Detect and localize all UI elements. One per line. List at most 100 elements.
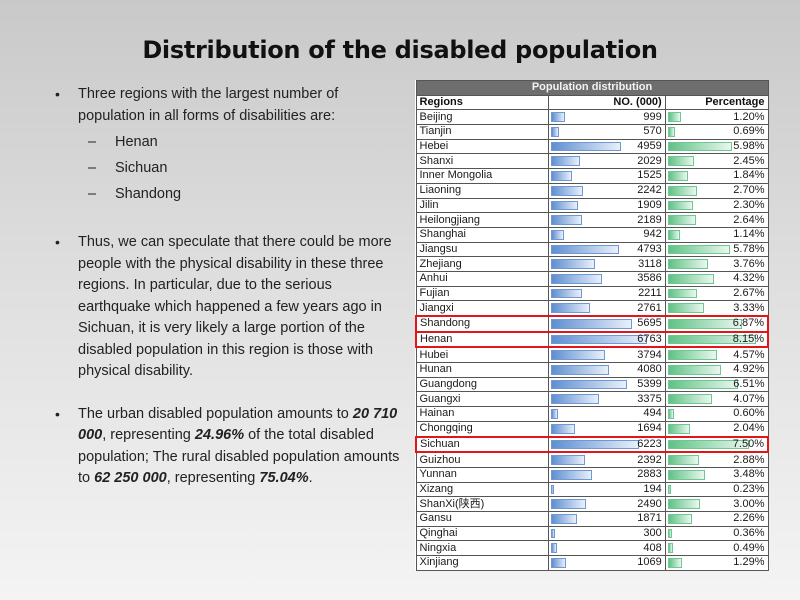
text-run: of the total disabled population; The ru…: [78, 427, 400, 486]
sub-item-label: Shandong: [115, 186, 182, 202]
table-row: Hebei 4959 5.98%: [415, 138, 769, 155]
percentage-data-bar: [667, 558, 682, 568]
region-cell: Xinjiang: [415, 555, 549, 571]
table-row: ShanXi(陕西) 2490 3.00%: [415, 496, 769, 512]
table-row: Ningxia 408 0.49%: [415, 540, 769, 556]
number-cell: 942: [547, 226, 666, 243]
region-cell: Fujian: [415, 285, 549, 302]
table-row: Guangxi 3375 4.07%: [415, 391, 769, 408]
percentage-cell: 1.84%: [664, 168, 769, 184]
percentage-value: 4.07%: [733, 392, 765, 405]
number-cell: 494: [547, 406, 666, 422]
number-data-bar: [550, 229, 565, 240]
number-cell: 3118: [547, 256, 666, 272]
percentage-cell: 6.51%: [664, 376, 769, 393]
table-row: Qinghai 300 0.36%: [415, 525, 769, 542]
percentage-cell: 1.14%: [664, 226, 769, 243]
percentage-cell: 4.92%: [664, 362, 769, 378]
urban-percentage-value: 24.96%: [194, 427, 245, 443]
percentage-cell: 5.78%: [664, 241, 769, 258]
region-cell: Hubei: [415, 346, 549, 364]
number-value: 6223: [637, 437, 662, 450]
percentage-value: 1.84%: [733, 169, 765, 182]
table-row: Liaoning 2242 2.70%: [415, 182, 769, 199]
percentage-data-bar: [667, 394, 712, 405]
percentage-cell: 0.23%: [664, 481, 769, 498]
percentage-data-bar: [667, 499, 701, 509]
percentage-value: 4.32%: [733, 272, 765, 285]
number-cell: 2242: [547, 182, 666, 199]
number-data-bar: [550, 365, 609, 375]
table-body: Beijing 999 1.20% Tianjin 570 0.69% Hebei 4959 5…: [414, 109, 769, 571]
number-data-bar: [550, 112, 565, 123]
percentage-value: 4.92%: [733, 363, 765, 376]
table-row: Inner Mongolia 1525 1.84%: [415, 168, 769, 184]
number-data-bar: [550, 499, 587, 509]
region-cell: Shanghai: [415, 226, 549, 243]
number-cell: 1871: [547, 510, 666, 527]
number-cell: 194: [547, 481, 666, 498]
region-cell: Guangxi: [415, 391, 549, 408]
number-cell: 1909: [547, 197, 666, 214]
bullet-text: Three regions with the largest number of…: [78, 86, 339, 124]
table-row: Beijing 999 1.20%: [415, 109, 769, 126]
table-title: Population distribution: [415, 80, 769, 96]
percentage-data-bar: [667, 484, 671, 495]
percentage-data-bar: [667, 185, 697, 196]
region-cell: Hainan: [415, 406, 549, 422]
number-data-bar: [550, 484, 554, 495]
percentage-data-bar: [667, 156, 695, 167]
percentage-value: 3.48%: [733, 468, 765, 481]
percentage-value: 7.50%: [732, 437, 764, 450]
percentage-data-bar: [667, 365, 721, 375]
number-data-bar: [550, 127, 559, 137]
number-data-bar: [550, 394, 599, 405]
percentage-data-bar: [667, 244, 731, 255]
number-value: 5399: [637, 378, 662, 391]
rural-percentage-value: 75.04%: [259, 470, 309, 486]
number-cell: 4080: [547, 362, 666, 378]
region-cell: Tianjin: [415, 124, 549, 140]
percentage-value: 6.87%: [732, 317, 764, 330]
table-row: Gansu 1871 2.26%: [415, 510, 769, 527]
region-cell: Zhejiang: [415, 256, 549, 272]
percentage-value: 2.88%: [733, 453, 765, 466]
percentage-cell: 2.04%: [664, 420, 769, 438]
percentage-cell: 2.45%: [664, 153, 769, 170]
table-row: Jilin 1909 2.30%: [415, 197, 769, 214]
table-row: Jiangxi 2761 3.33%: [415, 300, 769, 317]
table-header-row: Regions NO. (000) Percentage: [415, 94, 769, 111]
number-data-bar: [550, 439, 640, 450]
number-value: 2761: [637, 301, 662, 314]
table-row: Sichuan 6223 7.50%: [414, 435, 769, 454]
table-row: Shanghai 942 1.14%: [415, 226, 769, 243]
percentage-data-bar: [667, 423, 690, 434]
percentage-cell: 0.49%: [664, 540, 769, 556]
region-cell: Yunnan: [415, 466, 549, 483]
percentage-value: 2.64%: [733, 213, 765, 226]
percentage-cell: 2.64%: [664, 212, 769, 228]
text-run: .: [308, 470, 313, 486]
percentage-cell: 2.26%: [664, 510, 769, 527]
number-data-bar: [550, 273, 602, 284]
sub-item: – Shandong: [55, 183, 405, 205]
table-row: Henan 6763 8.15%: [414, 330, 769, 349]
number-data-bar: [550, 171, 573, 181]
percentage-cell: 4.07%: [664, 391, 769, 408]
percentage-data-bar: [667, 229, 681, 240]
number-cell: 1694: [547, 420, 666, 438]
number-value: 408: [643, 541, 662, 554]
percentage-value: 2.30%: [733, 198, 765, 211]
table-row: Tianjin 570 0.69%: [415, 124, 769, 140]
table-row: Xizang 194 0.23%: [415, 481, 769, 498]
number-cell: 1525: [547, 168, 666, 184]
number-value: 2211: [638, 286, 662, 299]
number-cell: 2392: [547, 451, 666, 468]
bullet-icon: •: [55, 86, 60, 102]
percentage-cell: 3.00%: [664, 496, 769, 512]
region-cell: Hebei: [415, 138, 549, 155]
region-cell: Chongqing: [415, 420, 549, 438]
sub-item-label: Henan: [115, 134, 158, 150]
number-data-bar: [550, 513, 578, 524]
number-data-bar: [550, 409, 558, 419]
